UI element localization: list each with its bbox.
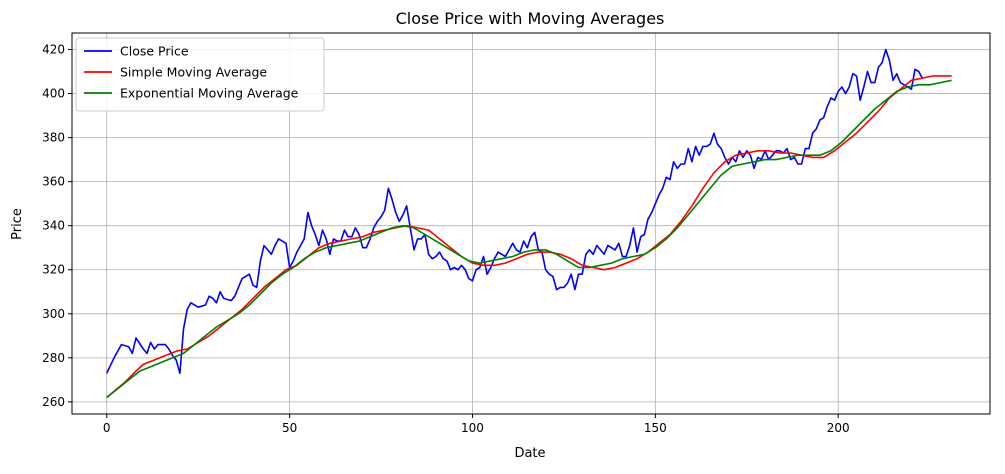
x-axis-label: Date <box>514 446 545 461</box>
legend-label: Exponential Moving Average <box>120 86 299 101</box>
legend-label: Simple Moving Average <box>120 65 267 80</box>
x-tick-label: 200 <box>827 421 850 435</box>
x-tick-label: 0 <box>103 421 111 435</box>
y-tick-label: 420 <box>42 43 65 57</box>
y-axis-label: Price <box>10 208 25 240</box>
y-tick-label: 340 <box>42 219 65 233</box>
legend-box <box>75 37 325 112</box>
series-line-exponential-moving-average <box>106 79 952 399</box>
legend: Close Price Simple Moving Average Exponent… <box>75 37 325 112</box>
y-tick-label: 360 <box>42 175 65 189</box>
chart-title: Close Price with Moving Averages <box>396 9 665 28</box>
legend-label: Close Price <box>120 44 189 59</box>
y-tick-label: 300 <box>42 307 65 321</box>
x-tick-label: 100 <box>461 421 484 435</box>
y-tick-label: 400 <box>42 87 65 101</box>
series-line-close-price <box>105 48 924 375</box>
x-tick-label: 150 <box>644 421 667 435</box>
y-tick-label: 260 <box>42 395 65 409</box>
plot-frame <box>71 32 991 415</box>
y-tick-label: 280 <box>42 351 65 365</box>
y-tick-label: 380 <box>42 131 65 145</box>
series-layer <box>105 48 952 399</box>
x-tick-label: 50 <box>282 421 297 435</box>
series-line-simple-moving-average <box>106 75 952 399</box>
axis-ticks: 0 50 100 150 200 260 280 300 320 340 360 380 400 420 <box>42 43 850 435</box>
y-tick-label: 320 <box>42 263 65 277</box>
